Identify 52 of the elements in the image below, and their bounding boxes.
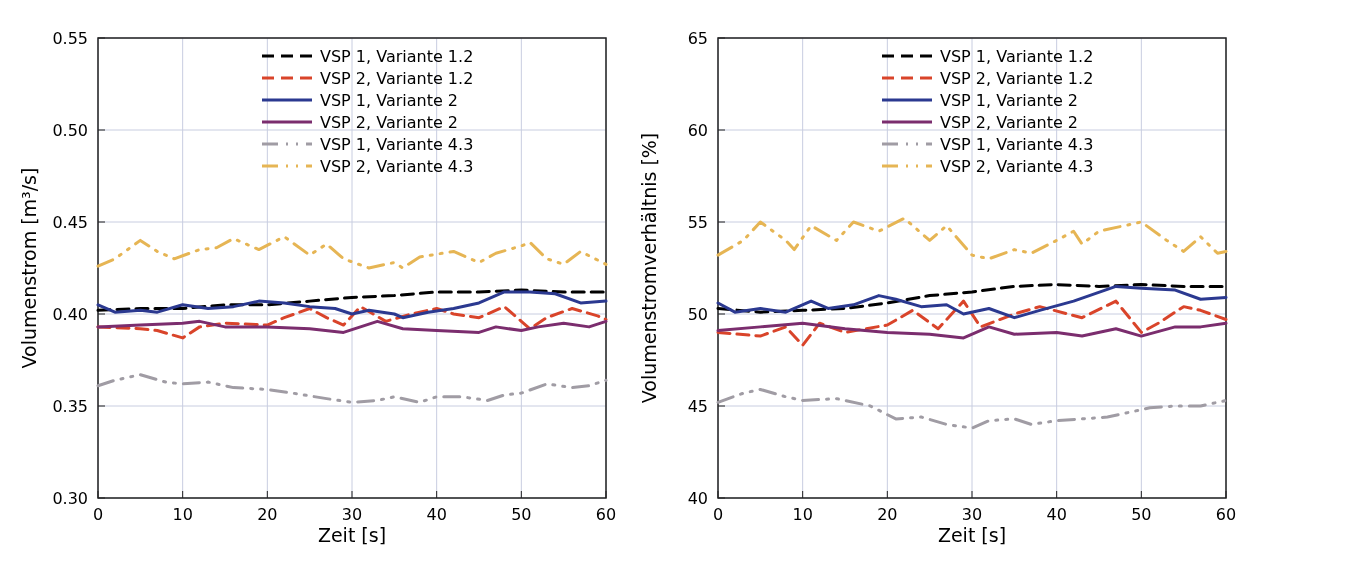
x-tick-label: 0 (712, 505, 724, 524)
line-series (96, 373, 608, 404)
legend-label: VSP 1, Variante 2 (320, 91, 459, 110)
line-series (716, 387, 1228, 430)
line-series (96, 235, 608, 270)
line-series (716, 284, 1228, 320)
legend-label: VSP 1, Variante 4.3 (940, 135, 1094, 154)
y-axis-title: Volumenstrom [m³/s] (18, 167, 40, 369)
line-series (96, 290, 608, 320)
x-tick-label: 0 (92, 505, 104, 524)
x-tick-label: 10 (172, 505, 193, 524)
y-tick-label: 0.45 (52, 213, 88, 232)
y-axis-title: Volumenstromverhältnis [%] (638, 132, 660, 404)
x-axis-title: Zeit [s] (317, 524, 387, 546)
y-tick-label: 0.40 (52, 305, 88, 324)
legend-label: VSP 1, Variante 1.2 (320, 47, 474, 66)
x-tick-label: 10 (792, 505, 813, 524)
x-tick-label: 50 (511, 505, 532, 524)
y-tick-label: 0.50 (52, 121, 88, 140)
legend-label: VSP 1, Variante 1.2 (940, 47, 1094, 66)
x-tick-label: 30 (961, 505, 983, 524)
line-series (96, 288, 608, 312)
y-tick-label: 0.55 (52, 29, 88, 48)
legend-label: VSP 2, Variante 1.2 (940, 69, 1094, 88)
line-series (716, 299, 1228, 347)
y-tick-label: 0.35 (52, 397, 88, 416)
y-tick-label: 50 (687, 305, 708, 324)
line-series (96, 319, 608, 334)
x-tick-label: 30 (341, 505, 363, 524)
legend-label: VSP 2, Variante 4.3 (940, 157, 1094, 176)
y-tick-label: 55 (687, 213, 708, 232)
legend-label: VSP 2, Variante 2 (320, 113, 459, 132)
y-tick-label: 45 (687, 397, 708, 416)
y-tick-label: 65 (687, 29, 708, 48)
legend-label: VSP 2, Variante 2 (940, 113, 1079, 132)
x-tick-label: 60 (595, 505, 617, 524)
x-tick-label: 60 (1215, 505, 1237, 524)
x-axis-title: Zeit [s] (937, 524, 1007, 546)
x-tick-label: 50 (1131, 505, 1152, 524)
x-tick-label: 20 (877, 505, 898, 524)
legend-label: VSP 2, Variante 1.2 (320, 69, 474, 88)
y-tick-label: 60 (687, 121, 708, 140)
x-tick-label: 20 (257, 505, 278, 524)
line-series (716, 216, 1228, 261)
y-tick-label: 0.30 (52, 489, 88, 508)
y-tick-label: 40 (687, 489, 708, 508)
legend-label: VSP 1, Variante 2 (940, 91, 1079, 110)
x-tick-label: 40 (426, 505, 447, 524)
legend-label: VSP 2, Variante 4.3 (320, 157, 474, 176)
x-tick-label: 40 (1046, 505, 1067, 524)
legend-label: VSP 1, Variante 4.3 (320, 135, 474, 154)
line-series (716, 321, 1228, 340)
